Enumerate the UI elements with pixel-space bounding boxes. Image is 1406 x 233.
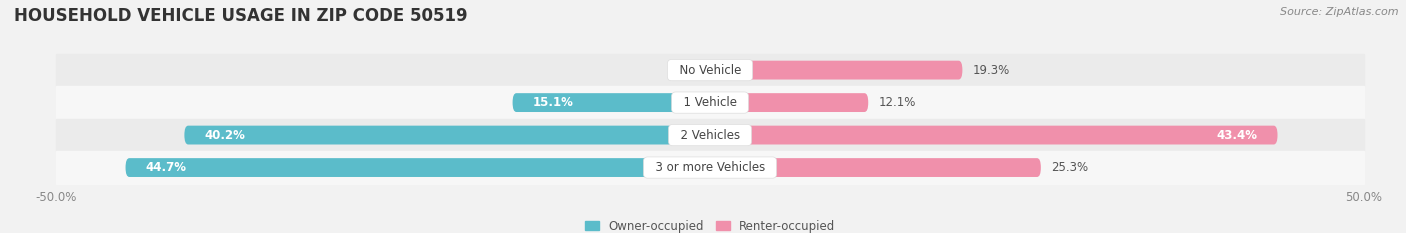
- Text: 43.4%: 43.4%: [1218, 129, 1258, 142]
- FancyBboxPatch shape: [710, 126, 1278, 144]
- FancyBboxPatch shape: [513, 93, 710, 112]
- Text: 2 Vehicles: 2 Vehicles: [672, 129, 748, 142]
- Legend: Owner-occupied, Renter-occupied: Owner-occupied, Renter-occupied: [579, 215, 841, 233]
- Text: 25.3%: 25.3%: [1052, 161, 1088, 174]
- FancyBboxPatch shape: [710, 61, 962, 79]
- Bar: [56, 86, 1364, 119]
- Bar: [56, 119, 1364, 151]
- FancyBboxPatch shape: [184, 126, 710, 144]
- Text: 40.2%: 40.2%: [204, 129, 245, 142]
- FancyBboxPatch shape: [125, 158, 710, 177]
- Text: 12.1%: 12.1%: [879, 96, 917, 109]
- Text: 44.7%: 44.7%: [145, 161, 186, 174]
- Text: HOUSEHOLD VEHICLE USAGE IN ZIP CODE 50519: HOUSEHOLD VEHICLE USAGE IN ZIP CODE 5051…: [14, 7, 468, 25]
- Text: 15.1%: 15.1%: [533, 96, 574, 109]
- Text: 19.3%: 19.3%: [973, 64, 1010, 77]
- Text: No Vehicle: No Vehicle: [672, 64, 748, 77]
- Bar: [56, 54, 1364, 86]
- FancyBboxPatch shape: [710, 158, 1040, 177]
- Bar: [56, 151, 1364, 184]
- Text: 1 Vehicle: 1 Vehicle: [676, 96, 744, 109]
- Text: Source: ZipAtlas.com: Source: ZipAtlas.com: [1281, 7, 1399, 17]
- Text: 0.0%: 0.0%: [668, 64, 697, 77]
- Text: 3 or more Vehicles: 3 or more Vehicles: [648, 161, 772, 174]
- FancyBboxPatch shape: [710, 93, 869, 112]
